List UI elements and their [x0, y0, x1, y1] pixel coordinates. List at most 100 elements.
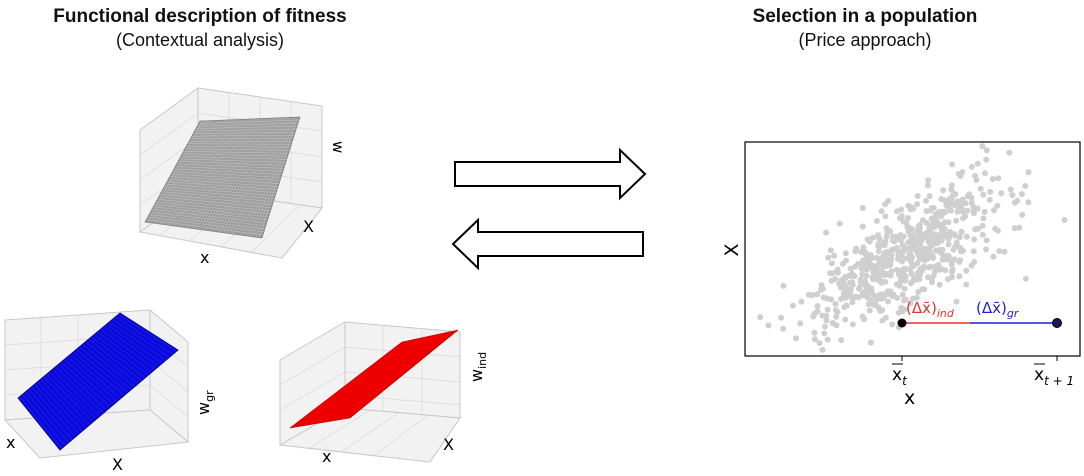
- scatter-point: [946, 233, 953, 240]
- scatter-point: [914, 193, 921, 199]
- scatter-point: [851, 273, 858, 280]
- scatter-point: [902, 277, 909, 284]
- scatter-point: [923, 197, 929, 204]
- scatter-point: [1025, 199, 1032, 206]
- scatter-point: [953, 239, 960, 246]
- scatter-point: [905, 239, 912, 246]
- scatter-point: [857, 278, 864, 285]
- left-title: Functional description of fitness: [53, 6, 347, 27]
- scatter-point: [884, 262, 891, 269]
- scatter-point: [979, 143, 986, 150]
- scatter-point: [919, 217, 926, 224]
- scatter-point: [916, 222, 923, 229]
- scatter-point: [930, 204, 937, 211]
- scatter-point: [1011, 225, 1018, 232]
- scatter-point: [856, 283, 863, 290]
- scatter-point: [945, 219, 952, 226]
- scatter-point: [982, 170, 988, 177]
- scatter-point: [838, 284, 844, 291]
- scatter-point: [842, 274, 849, 280]
- scatter-point: [885, 298, 891, 305]
- scatter-point: [827, 247, 834, 254]
- scatter-point: [859, 223, 866, 230]
- scatter-point: [914, 201, 921, 208]
- tick-t1-subscript: t + 1: [1044, 374, 1074, 388]
- scatter-point: [836, 220, 843, 227]
- scatter-point: [968, 262, 975, 269]
- scatter-point: [893, 266, 900, 273]
- scatter-point: [937, 232, 944, 239]
- scatter-point: [926, 222, 933, 229]
- scatter-point: [1014, 197, 1021, 204]
- scatter-point: [903, 266, 910, 273]
- scatter-point: [957, 257, 964, 264]
- scatter-point: [970, 248, 977, 255]
- scatter-point: [882, 314, 889, 321]
- scatter-point: [872, 302, 879, 308]
- right-arrow-icon: [454, 147, 647, 201]
- plot-group-z-subscript: gr: [203, 390, 216, 402]
- scatter-point: [811, 310, 818, 317]
- scatter-point: [945, 241, 952, 248]
- scatter-point: [878, 295, 885, 302]
- scatter-point: [921, 257, 928, 264]
- scatter-point: [828, 260, 835, 267]
- scatter-point: [954, 208, 961, 215]
- mean-t1-point: [1052, 318, 1062, 328]
- chart-x-label: x: [904, 387, 915, 409]
- scatter-point: [847, 294, 854, 300]
- scatter-points: [757, 143, 1068, 353]
- tick-t-label: x: [892, 365, 902, 385]
- scatter-point: [928, 275, 935, 282]
- scatter-point: [862, 278, 869, 285]
- scatter-point: [875, 232, 881, 239]
- scatter-point: [757, 314, 764, 321]
- delta-gr-label: (Δx̄): [976, 299, 1007, 317]
- scatter-point: [831, 252, 838, 259]
- scatter-point: [873, 296, 880, 303]
- scatter-point: [828, 296, 835, 303]
- scatter-point: [983, 246, 990, 253]
- scatter-point: [991, 207, 997, 214]
- svg-text:xt: xt: [892, 365, 908, 388]
- scatter-point: [874, 262, 881, 269]
- scatter-point: [894, 244, 900, 251]
- scatter-point: [797, 320, 804, 327]
- scatter-point: [963, 281, 970, 288]
- scatter-point: [995, 175, 1002, 182]
- scatter-point: [972, 172, 979, 179]
- scatter-point: [843, 302, 850, 309]
- scatter-point: [877, 257, 884, 264]
- tick-t1-label: x: [1034, 365, 1044, 385]
- scatter-point: [798, 298, 805, 305]
- scatter-point: [811, 336, 818, 343]
- scatter-point: [1018, 191, 1025, 198]
- scatter-point: [979, 222, 986, 229]
- scatter-point: [964, 207, 971, 214]
- scatter-point: [962, 200, 969, 207]
- mean-t-point: [897, 318, 907, 328]
- scatter-point: [825, 254, 832, 261]
- scatter-point: [832, 300, 839, 307]
- scatter-point: [928, 229, 935, 236]
- scatter-point: [960, 247, 966, 254]
- scatter-point: [879, 307, 886, 314]
- scatter-point: [907, 280, 914, 287]
- scatter-point: [953, 217, 960, 224]
- svg-text:xt + 1: xt + 1: [1034, 365, 1074, 388]
- scatter-point: [936, 281, 943, 288]
- scatter-point: [909, 243, 916, 250]
- scatter-point: [883, 225, 890, 232]
- scatter-point: [901, 306, 908, 313]
- scatter-point: [859, 290, 866, 297]
- scatter-point: [852, 248, 859, 255]
- scatter-point: [938, 249, 944, 256]
- scatter-point: [897, 215, 904, 222]
- scatter-point: [849, 281, 856, 288]
- scatter-point: [939, 208, 946, 215]
- scatter-point: [1022, 183, 1029, 189]
- scatter-point: [829, 270, 835, 277]
